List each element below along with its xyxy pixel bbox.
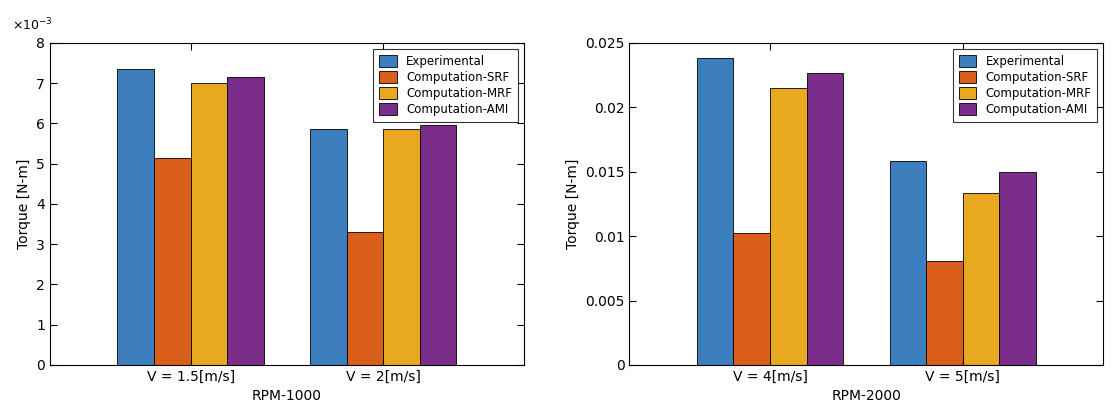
- Bar: [420, 126, 457, 365]
- X-axis label: RPM-1000: RPM-1000: [252, 389, 321, 403]
- Bar: [346, 232, 383, 365]
- Legend: Experimental, Computation-SRF, Computation-MRF, Computation-AMI: Experimental, Computation-SRF, Computati…: [373, 49, 517, 122]
- Bar: [999, 172, 1036, 365]
- Bar: [190, 83, 227, 365]
- Bar: [734, 233, 771, 365]
- Bar: [227, 77, 264, 365]
- Y-axis label: Torque [N-m]: Torque [N-m]: [17, 159, 30, 249]
- Bar: [963, 193, 999, 365]
- X-axis label: RPM-2000: RPM-2000: [831, 389, 902, 403]
- Bar: [118, 69, 153, 365]
- Y-axis label: Torque [N-m]: Torque [N-m]: [566, 159, 579, 249]
- Bar: [806, 73, 843, 365]
- Bar: [926, 260, 963, 365]
- Text: $\times10^{-3}$: $\times10^{-3}$: [12, 17, 53, 33]
- Legend: Experimental, Computation-SRF, Computation-MRF, Computation-AMI: Experimental, Computation-SRF, Computati…: [953, 49, 1098, 122]
- Bar: [310, 129, 346, 365]
- Bar: [889, 161, 926, 365]
- Bar: [153, 158, 190, 365]
- Bar: [771, 88, 806, 365]
- Bar: [383, 129, 420, 365]
- Bar: [697, 58, 734, 365]
